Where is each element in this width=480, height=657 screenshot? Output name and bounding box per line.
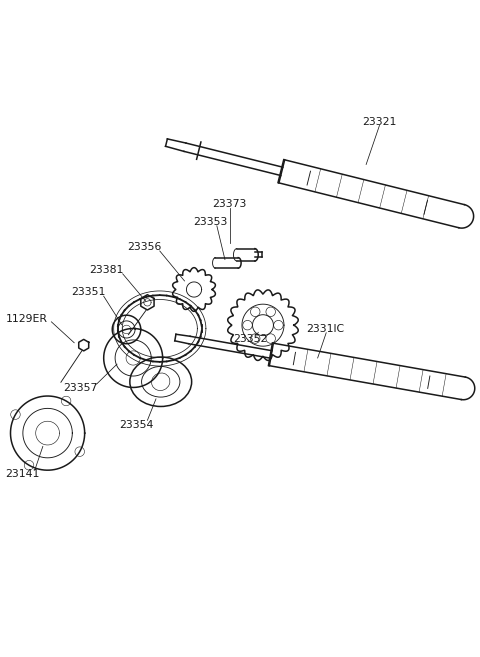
Text: 23352: 23352 <box>233 334 267 344</box>
Text: 23321: 23321 <box>362 117 396 127</box>
Text: 23381: 23381 <box>89 265 123 275</box>
Text: 23141: 23141 <box>5 468 39 478</box>
Text: 1129ER: 1129ER <box>6 314 48 324</box>
Text: 23351: 23351 <box>72 287 106 298</box>
Text: 23354: 23354 <box>119 420 153 430</box>
Text: 23373: 23373 <box>213 199 247 209</box>
Text: 23357: 23357 <box>64 383 98 393</box>
Text: 23353: 23353 <box>193 217 228 227</box>
Text: 2331lC: 2331lC <box>306 323 344 334</box>
Text: 23356: 23356 <box>127 242 161 252</box>
